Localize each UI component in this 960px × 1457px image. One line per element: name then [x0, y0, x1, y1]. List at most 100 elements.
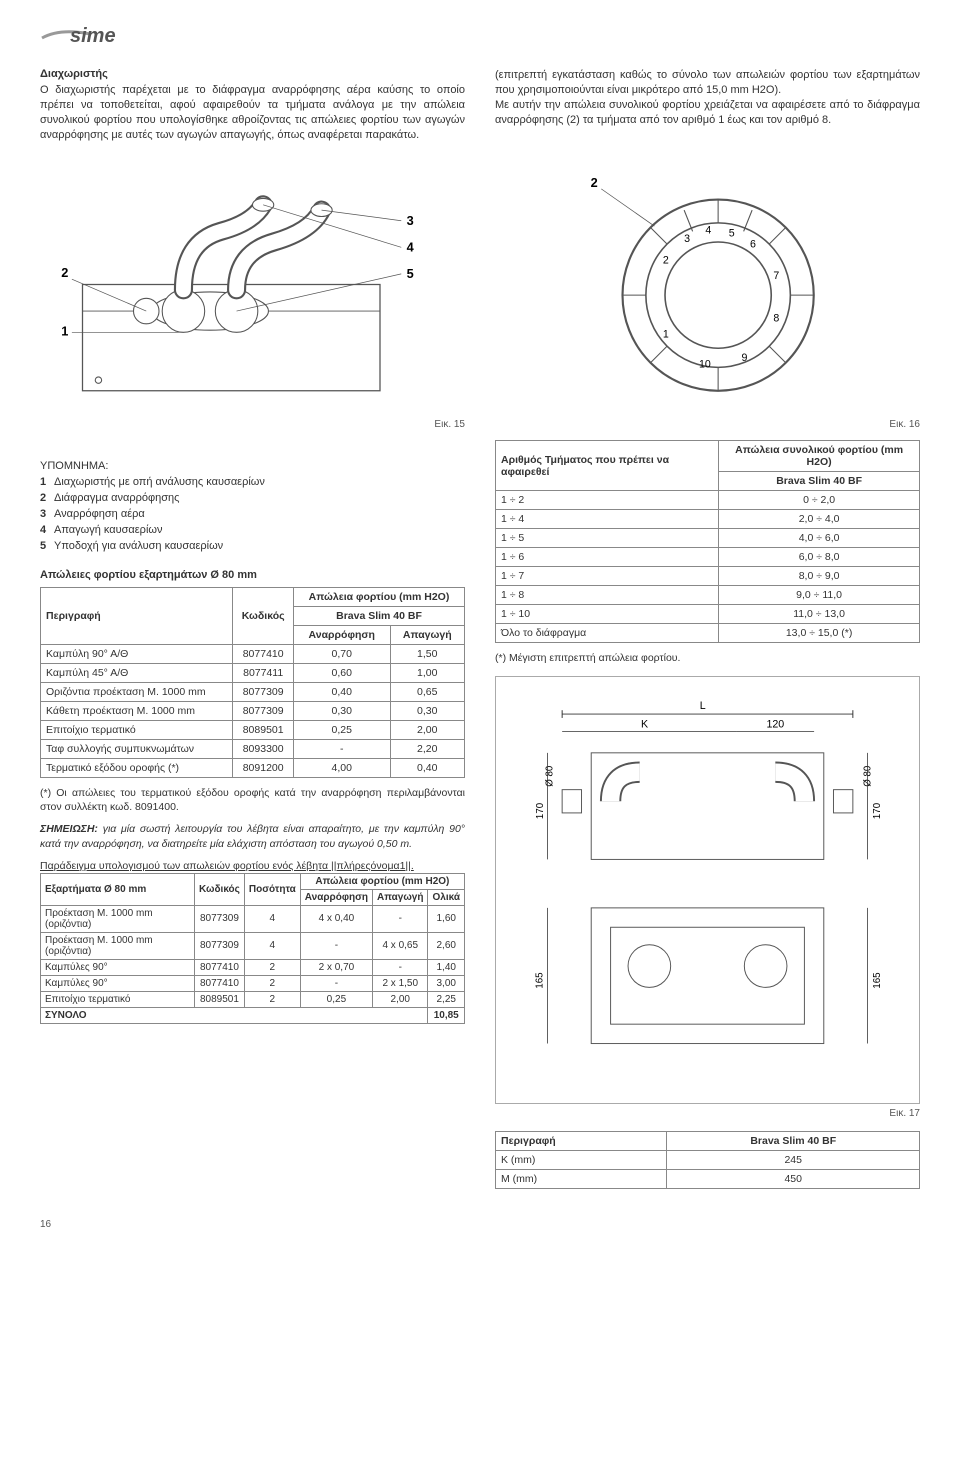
th2-comp: Εξαρτήματα Ø 80 mm: [41, 873, 195, 905]
lower-right-col: Αριθμός Τμήματος που πρέπει να αφαιρεθεί…: [495, 440, 920, 1188]
table-row: 1 ÷ 89,0 ÷ 11,0: [496, 586, 920, 605]
svg-text:9: 9: [742, 352, 748, 364]
note2: ΣΗΜΕΙΩΣΗ: για μία σωστή λειτουργία του λ…: [40, 822, 465, 850]
th3-seg: Αριθμός Τμήματος που πρέπει να αφαιρεθεί: [496, 441, 719, 491]
svg-text:120: 120: [766, 718, 784, 730]
page-number: 16: [40, 1219, 920, 1230]
svg-text:Ø 80: Ø 80: [862, 765, 873, 787]
svg-text:3: 3: [684, 233, 690, 245]
table-row: 1 ÷ 20 ÷ 2,0: [496, 491, 920, 510]
th-model: Brava Slim 40 BF: [294, 607, 465, 626]
fig17-caption: Εικ. 17: [495, 1108, 920, 1119]
th2-loss: Απώλεια φορτίου (mm H2O): [300, 873, 464, 889]
th3-model: Brava Slim 40 BF: [719, 472, 920, 491]
th3-loss: Απώλεια συνολικού φορτίου (mm H2O): [719, 441, 920, 472]
table-row: Προέκταση Μ. 1000 mm (οριζόντια)80773094…: [41, 932, 465, 959]
figures-row: 2 1 3 4 5 Εικ. 15: [40, 157, 920, 430]
svg-text:2: 2: [61, 265, 68, 280]
th-exhaust: Απαγωγή: [390, 626, 465, 645]
table-row: Επιτοίχιο τερματικό808950120,252,002,25: [41, 991, 465, 1007]
table-row: Όλο το διάφραγμα13,0 ÷ 15,0 (*): [496, 624, 920, 643]
legend-item: 5Υποδοχή για ανάλυση καυσαερίων: [40, 539, 465, 555]
svg-text:1: 1: [663, 329, 669, 341]
table-row: Προέκταση Μ. 1000 mm (οριζόντια)80773094…: [41, 905, 465, 932]
sum-value: 10,85: [428, 1007, 465, 1023]
svg-text:K: K: [641, 718, 648, 730]
figure-16: 3 4 5 6 7 8 9 10 1 2 2 Εικ. 16: [495, 157, 920, 430]
svg-text:2: 2: [591, 175, 598, 190]
table-row: 1 ÷ 54,0 ÷ 6,0: [496, 529, 920, 548]
example-table: Εξαρτήματα Ø 80 mm Κωδικός Ποσότητα Απώλ…: [40, 873, 465, 1024]
table-row: Καμπύλες 90°80774102-2 x 1,503,00: [41, 975, 465, 991]
separator-title: Διαχωριστής: [40, 68, 465, 80]
note1: (*) Οι απώλειες του τερματικού εξόδου ορ…: [40, 786, 465, 814]
lower-row: ΥΠΟΜΝΗΜΑ: 1Διαχωριστής με οπή ανάλυσης κ…: [40, 440, 920, 1188]
svg-text:3: 3: [407, 213, 414, 228]
svg-text:7: 7: [773, 271, 779, 283]
table-row: Καμπύλη 90° Α/Θ80774100,701,50: [41, 645, 465, 664]
svg-text:Ø 80: Ø 80: [544, 765, 555, 787]
svg-text:8: 8: [773, 313, 779, 325]
svg-text:10: 10: [699, 359, 711, 371]
th2-exhaust: Απαγωγή: [373, 889, 428, 905]
lower-left-col: ΥΠΟΜΝΗΜΑ: 1Διαχωριστής με οπή ανάλυσης κ…: [40, 440, 465, 1188]
svg-text:170: 170: [535, 802, 546, 819]
th2-qty: Ποσότητα: [244, 873, 300, 905]
th-desc: Περιγραφή: [41, 588, 233, 645]
note3: (*) Μέγιστη επιτρεπτή απώλεια φορτίου.: [495, 651, 920, 665]
legend-list: 1Διαχωριστής με οπή ανάλυσης καυσαερίων2…: [40, 475, 465, 555]
right-body1: (επιτρεπτή εγκατάσταση καθώς το σύνολο τ…: [495, 68, 920, 98]
th2-intake: Αναρρόφηση: [300, 889, 372, 905]
sum-label: ΣΥΝΟΛΟ: [41, 1007, 428, 1023]
table-row: Καμπύλη 45° Α/Θ80774110,601,00: [41, 664, 465, 683]
fig15-caption: Εικ. 15: [40, 419, 465, 430]
example-title: Παράδειγμα υπολογισμού των απωλειών φορτ…: [40, 859, 465, 873]
table-row: Καμπύλες 90°807741022 x 0,70-1,40: [41, 959, 465, 975]
legend-block: ΥΠΟΜΝΗΜΑ: 1Διαχωριστής με οπή ανάλυσης κ…: [40, 460, 465, 555]
svg-text:165: 165: [872, 972, 883, 988]
th-intake: Αναρρόφηση: [294, 626, 390, 645]
th4-desc: Περιγραφή: [496, 1131, 667, 1150]
svg-text:L: L: [700, 700, 706, 712]
losses-table: Περιγραφή Κωδικός Απώλεια φορτίου (mm H2…: [40, 587, 465, 778]
th2-total: Ολικά: [428, 889, 465, 905]
table-row: Τερματικό εξόδου οροφής (*)80912004,000,…: [41, 759, 465, 778]
th-code: Κωδικός: [233, 588, 294, 645]
right-body2: Με αυτήν την απώλεια συνολικού φορτίου χ…: [495, 98, 920, 128]
intro-left: Διαχωριστής Ο διαχωριστής παρέχεται με τ…: [40, 68, 465, 142]
table-row: K (mm)245: [496, 1150, 920, 1169]
intro-right: (επιτρεπτή εγκατάσταση καθώς το σύνολο τ…: [495, 68, 920, 142]
table-row: Κάθετη προέκταση Μ. 1000 mm80773090,300,…: [41, 702, 465, 721]
table-row: 1 ÷ 1011,0 ÷ 13,0: [496, 605, 920, 624]
table-row: 1 ÷ 42,0 ÷ 4,0: [496, 510, 920, 529]
svg-text:170: 170: [872, 802, 883, 819]
legend-title: ΥΠΟΜΝΗΜΑ:: [40, 460, 465, 472]
svg-text:5: 5: [729, 228, 735, 240]
svg-text:2: 2: [663, 255, 669, 267]
table-row: 1 ÷ 66,0 ÷ 8,0: [496, 548, 920, 567]
svg-text:sime: sime: [70, 25, 116, 47]
svg-text:1: 1: [61, 324, 68, 339]
figure-15: 2 1 3 4 5 Εικ. 15: [40, 157, 465, 430]
table-row: 1 ÷ 78,0 ÷ 9,0: [496, 567, 920, 586]
separator-body: Ο διαχωριστής παρέχεται με το διάφραγμα …: [40, 83, 465, 142]
table-row: Οριζόντια προέκταση Μ. 1000 mm80773090,4…: [41, 683, 465, 702]
table-row: Επιτοίχιο τερματικό80895010,252,00: [41, 721, 465, 740]
svg-text:4: 4: [407, 240, 415, 255]
legend-item: 1Διαχωριστής με οπή ανάλυσης καυσαερίων: [40, 475, 465, 491]
logo: sime: [40, 20, 920, 53]
th2-code: Κωδικός: [195, 873, 245, 905]
legend-item: 2Διάφραγμα αναρρόφησης: [40, 491, 465, 507]
th4-model: Brava Slim 40 BF: [667, 1131, 920, 1150]
table-row: M (mm)450: [496, 1169, 920, 1188]
dimensions-table: Περιγραφή Brava Slim 40 BF K (mm)245M (m…: [495, 1131, 920, 1189]
legend-item: 4Απαγωγή καυσαερίων: [40, 523, 465, 539]
th-loss: Απώλεια φορτίου (mm H2O): [294, 588, 465, 607]
intro-row: Διαχωριστής Ο διαχωριστής παρέχεται με τ…: [40, 68, 920, 142]
segment-table: Αριθμός Τμήματος που πρέπει να αφαιρεθεί…: [495, 440, 920, 643]
svg-text:165: 165: [535, 972, 546, 988]
legend-item: 3Αναρρόφηση αέρα: [40, 507, 465, 523]
svg-text:5: 5: [407, 267, 414, 282]
table-row: Ταφ συλλογής συμπυκνωμάτων8093300-2,20: [41, 740, 465, 759]
fig16-caption: Εικ. 16: [495, 419, 920, 430]
